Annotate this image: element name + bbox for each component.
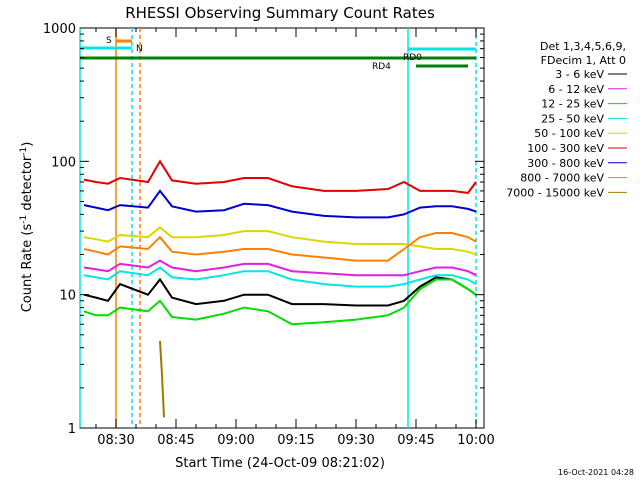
x-tick-label: 09:45 bbox=[397, 433, 434, 448]
flag-label-s: S bbox=[106, 36, 112, 46]
x-tick-label: 10:00 bbox=[457, 433, 494, 448]
y-tick-label: 1 bbox=[68, 422, 76, 437]
legend-label: 50 - 100 keV bbox=[534, 127, 604, 140]
x-tick-label: 08:30 bbox=[97, 433, 134, 448]
flag-label-n: N bbox=[136, 44, 143, 54]
flag-bars: S N RD0 RD4 bbox=[79, 28, 477, 428]
y-tick-label: 100 bbox=[51, 155, 76, 170]
chart-title: RHESSI Observing Summary Count Rates bbox=[125, 4, 435, 22]
flag-label-rd4: RD4 bbox=[372, 62, 391, 72]
legend-label: 25 - 50 keV bbox=[541, 112, 604, 125]
series-line bbox=[83, 266, 477, 288]
x-tick-label: 09:00 bbox=[217, 433, 254, 448]
legend-label: 800 - 7000 keV bbox=[520, 172, 604, 185]
legend-label: 6 - 12 keV bbox=[548, 83, 604, 96]
legend-header: FDecim 1, Att 0 bbox=[541, 54, 626, 67]
legend-header: Det 1,3,4,5,6,9, bbox=[540, 40, 626, 53]
x-axis: 08:30 08:45 09:00 09:15 09:30 09:45 10:00 bbox=[95, 28, 495, 448]
x-tick-label: 09:15 bbox=[277, 433, 314, 448]
series-line bbox=[83, 276, 477, 307]
x-axis-label: Start Time (24-Oct-09 08:21:02) bbox=[175, 456, 385, 471]
series-line bbox=[83, 232, 477, 262]
legend-label: 7000 - 15000 keV bbox=[506, 186, 604, 199]
series-line bbox=[83, 189, 477, 219]
x-tick-label: 08:45 bbox=[157, 433, 194, 448]
legend-label: 3 - 6 keV bbox=[555, 68, 604, 81]
legend-label: 12 - 25 keV bbox=[541, 98, 604, 111]
legend-label: 300 - 800 keV bbox=[527, 157, 604, 170]
y-tick-label: 1000 bbox=[43, 22, 76, 37]
legend: Det 1,3,4,5,6,9,FDecim 1, Att 03 - 6 keV… bbox=[506, 40, 627, 199]
series-line bbox=[159, 340, 165, 418]
y-tick-label: 10 bbox=[59, 289, 76, 304]
series-line bbox=[83, 159, 477, 194]
y-axis: 1 10 100 1000 bbox=[43, 22, 484, 437]
series-line bbox=[83, 226, 477, 256]
series-line bbox=[83, 259, 477, 277]
series-lines bbox=[83, 159, 477, 418]
x-tick-label: 09:30 bbox=[337, 433, 374, 448]
legend-label: 100 - 300 keV bbox=[527, 142, 604, 155]
y-axis-label: Count Rate (s-1 detector-1) bbox=[19, 142, 35, 313]
flag-label-rd0: RD0 bbox=[403, 53, 422, 63]
timestamp: 16-Oct-2021 04:28 bbox=[558, 468, 634, 477]
series-line bbox=[83, 278, 477, 326]
